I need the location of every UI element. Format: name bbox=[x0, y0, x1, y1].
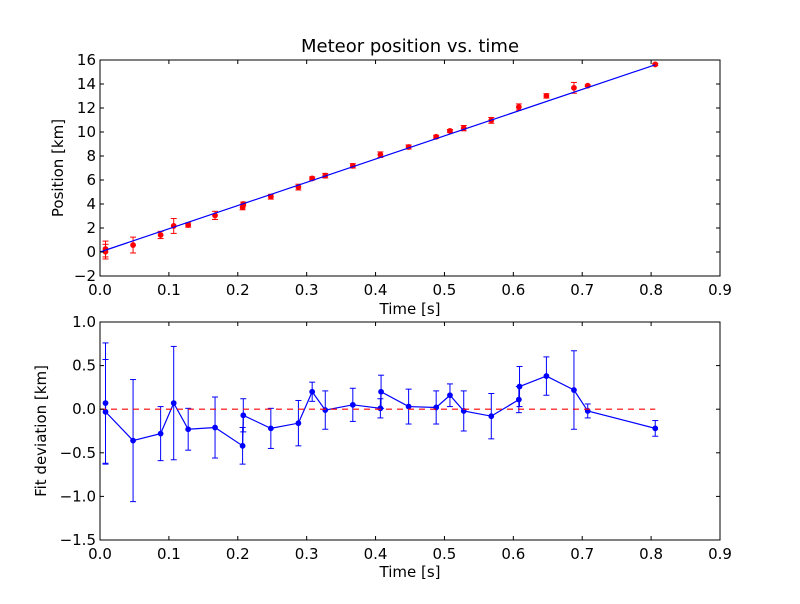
deviation-x-tick-label: 0.5 bbox=[433, 545, 457, 563]
position-x-tick-label: 0.8 bbox=[639, 281, 663, 299]
position-data-point bbox=[652, 61, 659, 68]
position-data-point bbox=[543, 92, 550, 99]
deviation-y-tick-label: 0.5 bbox=[72, 357, 96, 375]
deviation-data-point bbox=[212, 424, 218, 431]
deviation-x-tick-label: 0.6 bbox=[501, 545, 525, 563]
deviation-data-point bbox=[130, 437, 136, 444]
deviation-y-tick-label: 0.0 bbox=[72, 400, 96, 418]
position-axes-frame bbox=[99, 59, 721, 277]
deviation-y-tick-label: −1.5 bbox=[60, 531, 96, 549]
deviation-x-tick-label: 0.4 bbox=[364, 545, 388, 563]
position-x-axis-label: Time [s] bbox=[379, 300, 441, 318]
deviation-x-tick-label: 0.1 bbox=[157, 545, 181, 563]
deviation-chart: 0.0 0.1 0.2 0.3 0.4 0.5 0.6 0.7 0.8 0.9 −1.5 −1.0 −0… bbox=[32, 313, 732, 581]
position-x-tick-label: 0.4 bbox=[364, 281, 388, 299]
position-data-point bbox=[157, 232, 164, 238]
deviation-data-point bbox=[349, 401, 356, 408]
deviation-x-tick-label: 0.8 bbox=[639, 545, 663, 563]
position-y-tick-label: 0 bbox=[86, 243, 96, 261]
deviation-ticks: 0.0 0.1 0.2 0.3 0.4 0.5 0.6 0.7 0.8 0.9 −1.5 −1.0 −0… bbox=[60, 313, 732, 563]
position-data-point bbox=[515, 104, 522, 110]
position-y-tick-label: 6 bbox=[86, 171, 96, 189]
deviation-x-axis-label: Time [s] bbox=[379, 563, 441, 581]
position-plot-area bbox=[99, 61, 659, 260]
deviation-y-tick-label: −1.0 bbox=[60, 487, 96, 505]
deviation-data-point bbox=[571, 387, 577, 393]
deviation-data-point bbox=[239, 442, 246, 449]
deviation-data-point bbox=[102, 408, 109, 415]
position-y-tick-label: 2 bbox=[86, 219, 96, 237]
deviation-data-point bbox=[267, 425, 274, 432]
deviation-data-point bbox=[405, 403, 412, 410]
deviation-data-point bbox=[515, 396, 522, 403]
position-y-tick-label: 16 bbox=[77, 51, 96, 69]
position-y-axis-label: Position [km] bbox=[49, 119, 67, 217]
position-x-tick-label: 0.3 bbox=[295, 281, 319, 299]
deviation-y-tick-label: −0.5 bbox=[60, 444, 96, 462]
position-chart: Meteor position vs. time 0.0 0.1 0.2 0.3 0.4… bbox=[49, 36, 732, 318]
deviation-data-point bbox=[170, 400, 177, 406]
deviation-plot-area bbox=[100, 342, 659, 503]
position-x-tick-label: 0.2 bbox=[226, 281, 250, 299]
deviation-data-point bbox=[157, 430, 164, 437]
deviation-data-point bbox=[652, 425, 659, 432]
position-x-tick-label: 0.9 bbox=[708, 281, 732, 299]
deviation-x-tick-label: 0.7 bbox=[570, 545, 594, 563]
position-y-tick-label: 8 bbox=[86, 147, 96, 165]
deviation-y-axis-label: Fit deviation [km] bbox=[32, 365, 50, 497]
position-x-tick-label: 0.1 bbox=[157, 281, 181, 299]
position-fit-line bbox=[99, 64, 656, 253]
deviation-data-point bbox=[543, 373, 550, 379]
position-y-tick-label: 10 bbox=[77, 123, 96, 141]
position-data-point bbox=[571, 84, 577, 91]
position-data-point bbox=[130, 242, 136, 248]
position-y-tick-label: 4 bbox=[86, 195, 96, 213]
deviation-data-point bbox=[516, 383, 523, 390]
position-data-point bbox=[447, 128, 453, 134]
deviation-data-point bbox=[378, 388, 384, 395]
position-x-tick-label: 0.5 bbox=[433, 281, 457, 299]
deviation-data-point bbox=[488, 413, 495, 420]
deviation-x-tick-label: 0.9 bbox=[708, 545, 732, 563]
position-x-tick-label: 0.7 bbox=[570, 281, 594, 299]
chart-title: Meteor position vs. time bbox=[301, 36, 519, 57]
deviation-axes-frame bbox=[99, 321, 721, 541]
deviation-x-tick-label: 0.0 bbox=[88, 545, 112, 563]
deviation-data-point bbox=[309, 388, 316, 395]
deviation-data-point bbox=[447, 392, 453, 399]
position-ticks: 0.0 0.1 0.2 0.3 0.4 0.5 0.6 0.7 0.8 0.9 −2 0 2 4 6 8 10 1… bbox=[74, 51, 732, 299]
deviation-data-point bbox=[322, 407, 329, 413]
deviation-y-tick-label: 1.0 bbox=[72, 313, 96, 331]
deviation-x-tick-label: 0.2 bbox=[226, 545, 250, 563]
position-x-tick-label: 0.6 bbox=[501, 281, 525, 299]
deviation-x-tick-label: 0.3 bbox=[295, 545, 319, 563]
deviation-data-point bbox=[185, 426, 192, 433]
position-y-tick-label: 14 bbox=[77, 75, 96, 93]
position-y-tick-label: 12 bbox=[77, 99, 96, 117]
position-x-tick-label: 0.0 bbox=[88, 281, 112, 299]
deviation-data-point bbox=[295, 420, 302, 427]
position-y-tick-label: −2 bbox=[74, 267, 96, 285]
deviation-data-point bbox=[240, 412, 247, 419]
